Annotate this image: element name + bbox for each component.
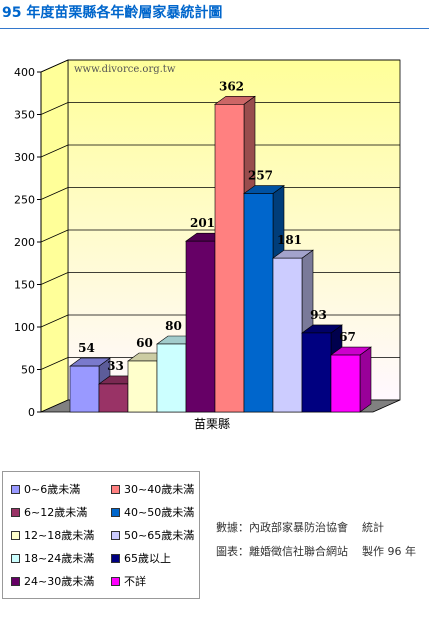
bar-front	[185, 240, 216, 413]
legend-item: 40~50歲未滿	[111, 504, 194, 520]
y-tick-label: 300	[14, 151, 35, 164]
bar-front	[214, 104, 245, 413]
gridline-side	[40, 272, 69, 285]
bar-value-label: 201	[190, 216, 215, 230]
legend-label: 0~6歲未滿	[24, 483, 81, 496]
legend-swatch	[111, 553, 120, 563]
bar-10	[330, 346, 372, 413]
chart-maker-credit: 圖表：離婚徵信社聯合網站 製作 96 年	[216, 545, 416, 558]
legend-label: 6~12歲未滿	[24, 506, 88, 519]
bar-front	[330, 354, 361, 413]
legend-swatch	[111, 484, 120, 494]
legend-swatch	[11, 530, 20, 540]
bar-front	[243, 193, 274, 413]
legend-label: 12~18歲未滿	[24, 529, 95, 542]
bar-front	[272, 257, 303, 413]
legend-swatch	[11, 576, 20, 586]
bar-value-label: 60	[136, 336, 153, 350]
bar-1	[69, 357, 111, 413]
bar-value-label: 93	[310, 308, 327, 322]
legend-swatch	[111, 576, 120, 586]
bar-chart: 0 50 100 150 200 250 300 350 400 54 33 60 80 201 362 2…	[14, 59, 401, 431]
bar-side	[359, 346, 372, 413]
legend-swatch	[11, 553, 20, 563]
legend-swatch	[111, 507, 120, 517]
y-tick-label: 100	[14, 321, 35, 334]
y-tick-label: 400	[14, 66, 35, 79]
gridline-side	[40, 59, 69, 73]
y-tick-label: 250	[14, 194, 35, 207]
watermark: www.divorce.org.tw	[74, 64, 176, 75]
legend-item: 30~40歲未滿	[111, 481, 194, 497]
chart-title: 95 年度苗栗縣各年齡層家暴統計圖	[2, 5, 223, 21]
legend-swatch	[111, 530, 120, 540]
gridline-side	[40, 187, 69, 200]
y-tick-label: 200	[14, 236, 35, 249]
legend-item: 6~12歲未滿	[11, 504, 87, 520]
bar-value-label: 33	[107, 359, 124, 373]
bar-front	[301, 332, 332, 413]
legend-item: 12~18歲未滿	[11, 527, 94, 543]
legend: 0~6歲未滿 6~12歲未滿 12~18歲未滿 18~24歲未滿 24~30歲未滿 30~…	[2, 471, 200, 599]
y-tick-label: 150	[14, 279, 35, 292]
gridline-side	[40, 357, 69, 370]
bar-front	[127, 360, 158, 413]
y-tick-label: 50	[21, 364, 35, 377]
bar-value-label: 362	[219, 79, 244, 93]
gridline-side	[40, 102, 69, 115]
gridline-side	[40, 229, 69, 243]
category-label: 苗栗縣	[194, 417, 230, 431]
legend-swatch	[11, 484, 20, 494]
legend-item: 不詳	[111, 573, 146, 589]
bar-value-label: 181	[277, 233, 302, 247]
gridline-side	[40, 144, 69, 158]
legend-label: 18~24歲未滿	[24, 552, 95, 565]
bar-value-label: 67	[339, 330, 356, 344]
bar-front	[98, 383, 129, 413]
y-tick-label: 0	[28, 406, 35, 419]
title-underline	[0, 28, 429, 29]
legend-label: 65歲以上	[124, 552, 171, 565]
y-tick-label: 350	[14, 109, 35, 122]
legend-label: 30~40歲未滿	[124, 483, 195, 496]
bar-front	[156, 343, 187, 413]
legend-item: 65歲以上	[111, 550, 171, 566]
legend-item: 18~24歲未滿	[11, 550, 94, 566]
legend-item: 0~6歲未滿	[11, 481, 80, 497]
data-source-credit: 數據：內政部家暴防治協會 統計	[216, 521, 384, 534]
legend-label: 50~65歲未滿	[124, 529, 195, 542]
bar-value-label: 54	[78, 341, 95, 355]
legend-swatch	[11, 507, 20, 517]
bar-value-label: 257	[248, 169, 273, 183]
legend-label: 24~30歲未滿	[24, 575, 95, 588]
legend-item: 24~30歲未滿	[11, 573, 94, 589]
legend-label: 40~50歲未滿	[124, 506, 195, 519]
bar-front	[69, 365, 100, 413]
legend-label: 不詳	[124, 575, 146, 588]
legend-item: 50~65歲未滿	[111, 527, 194, 543]
gridline-side	[40, 314, 69, 328]
bar-value-label: 80	[165, 319, 182, 333]
